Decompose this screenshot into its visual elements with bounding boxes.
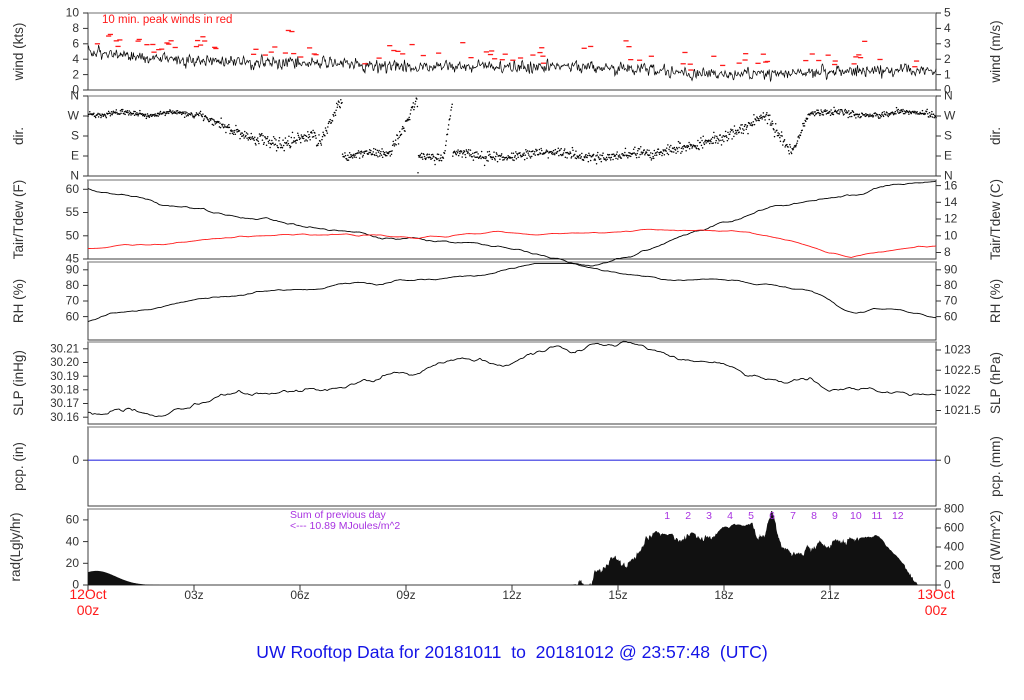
svg-text:70: 70 xyxy=(66,294,80,308)
svg-text:pcp. (mm): pcp. (mm) xyxy=(988,436,1003,497)
svg-text:1: 1 xyxy=(664,510,670,522)
svg-text:2: 2 xyxy=(72,67,79,81)
svg-text:5: 5 xyxy=(748,510,754,522)
svg-text:9: 9 xyxy=(832,510,838,522)
svg-text:7: 7 xyxy=(790,510,796,522)
svg-text:wind (kts): wind (kts) xyxy=(11,23,26,82)
svg-text:12: 12 xyxy=(892,510,904,522)
svg-text:8: 8 xyxy=(944,245,951,259)
svg-text:06z: 06z xyxy=(290,588,309,602)
svg-text:800: 800 xyxy=(944,502,964,516)
svg-text:400: 400 xyxy=(944,540,964,554)
svg-text:20: 20 xyxy=(66,556,80,570)
svg-text:30.17: 30.17 xyxy=(50,398,79,410)
svg-text:W: W xyxy=(944,109,956,123)
svg-text:3: 3 xyxy=(706,510,712,522)
svg-text:RH (%): RH (%) xyxy=(988,279,1003,323)
svg-text:60: 60 xyxy=(944,309,958,323)
svg-text:09z: 09z xyxy=(396,588,415,602)
svg-text:W: W xyxy=(68,109,80,123)
svg-text:3: 3 xyxy=(944,37,951,51)
svg-text:N: N xyxy=(944,89,953,103)
svg-text:30.21: 30.21 xyxy=(50,344,79,356)
svg-text:30.19: 30.19 xyxy=(50,371,79,383)
svg-text:1022.5: 1022.5 xyxy=(944,363,981,377)
svg-text:6: 6 xyxy=(769,510,775,522)
svg-text:4: 4 xyxy=(72,52,79,66)
svg-text:50: 50 xyxy=(66,229,80,243)
svg-text:SLP (inHg): SLP (inHg) xyxy=(11,350,26,416)
svg-text:5: 5 xyxy=(944,6,951,20)
svg-text:600: 600 xyxy=(944,521,964,535)
svg-text:12: 12 xyxy=(944,212,958,226)
svg-text:30.20: 30.20 xyxy=(50,357,79,369)
svg-text:60: 60 xyxy=(66,513,80,527)
svg-text:RH (%): RH (%) xyxy=(11,279,26,323)
svg-text:40: 40 xyxy=(66,534,80,548)
svg-text:12z: 12z xyxy=(502,588,521,602)
svg-text:70: 70 xyxy=(944,294,958,308)
svg-text:00z: 00z xyxy=(925,602,948,618)
svg-text:15z: 15z xyxy=(608,588,627,602)
svg-text:2: 2 xyxy=(685,510,691,522)
svg-text:4: 4 xyxy=(944,21,951,35)
svg-text:6: 6 xyxy=(72,37,79,51)
svg-text:30.16: 30.16 xyxy=(50,412,79,424)
svg-text:00z: 00z xyxy=(77,602,100,618)
svg-text:E: E xyxy=(944,149,952,163)
svg-text:dir.: dir. xyxy=(11,127,26,145)
svg-text:1022: 1022 xyxy=(944,383,971,397)
svg-text:Tair/Tdew (C): Tair/Tdew (C) xyxy=(988,179,1003,260)
svg-text:rad(Lgly/hr): rad(Lgly/hr) xyxy=(8,512,23,581)
svg-text:wind (m/s): wind (m/s) xyxy=(988,20,1003,83)
svg-text:4: 4 xyxy=(727,510,733,522)
svg-text:60: 60 xyxy=(66,182,80,196)
svg-text:10: 10 xyxy=(944,229,958,243)
svg-text:<--- 10.89 MJoules/m^2: <--- 10.89 MJoules/m^2 xyxy=(290,520,400,532)
svg-text:1021.5: 1021.5 xyxy=(944,403,981,417)
svg-text:E: E xyxy=(71,149,79,163)
svg-text:0: 0 xyxy=(944,453,951,467)
svg-text:60: 60 xyxy=(66,309,80,323)
svg-text:N: N xyxy=(70,169,79,183)
svg-text:dir.: dir. xyxy=(988,127,1003,145)
svg-text:10 min. peak winds in red: 10 min. peak winds in red xyxy=(102,14,232,26)
svg-text:SLP (hPa): SLP (hPa) xyxy=(988,352,1003,414)
svg-text:8: 8 xyxy=(811,510,817,522)
svg-text:80: 80 xyxy=(66,278,80,292)
svg-text:90: 90 xyxy=(66,263,80,277)
svg-text:S: S xyxy=(944,129,952,143)
svg-text:8: 8 xyxy=(72,21,79,35)
svg-text:1: 1 xyxy=(944,67,951,81)
svg-text:Tair/Tdew (F): Tair/Tdew (F) xyxy=(11,180,26,260)
svg-text:10: 10 xyxy=(850,510,862,522)
svg-text:0: 0 xyxy=(72,453,79,467)
svg-text:UW Rooftop Data for 20181011: UW Rooftop Data for 20181011 to 20181012… xyxy=(256,642,767,662)
svg-text:200: 200 xyxy=(944,559,964,573)
svg-text:80: 80 xyxy=(944,278,958,292)
svg-text:55: 55 xyxy=(66,205,80,219)
svg-text:18z: 18z xyxy=(714,588,733,602)
svg-text:10: 10 xyxy=(66,6,80,20)
svg-text:N: N xyxy=(70,89,79,103)
svg-text:14: 14 xyxy=(944,195,958,209)
svg-text:1023: 1023 xyxy=(944,343,971,357)
svg-text:03z: 03z xyxy=(184,588,203,602)
svg-text:16: 16 xyxy=(944,178,958,192)
svg-text:2: 2 xyxy=(944,52,951,66)
svg-text:30.18: 30.18 xyxy=(50,385,79,397)
svg-text:S: S xyxy=(71,129,79,143)
svg-text:21z: 21z xyxy=(820,588,839,602)
svg-text:11: 11 xyxy=(871,510,882,522)
svg-text:pcp. (in): pcp. (in) xyxy=(11,442,26,491)
svg-text:90: 90 xyxy=(944,263,958,277)
svg-text:rad (W/m^2): rad (W/m^2) xyxy=(988,510,1003,584)
svg-text:13Oct: 13Oct xyxy=(917,586,954,602)
svg-text:12Oct: 12Oct xyxy=(69,586,106,602)
